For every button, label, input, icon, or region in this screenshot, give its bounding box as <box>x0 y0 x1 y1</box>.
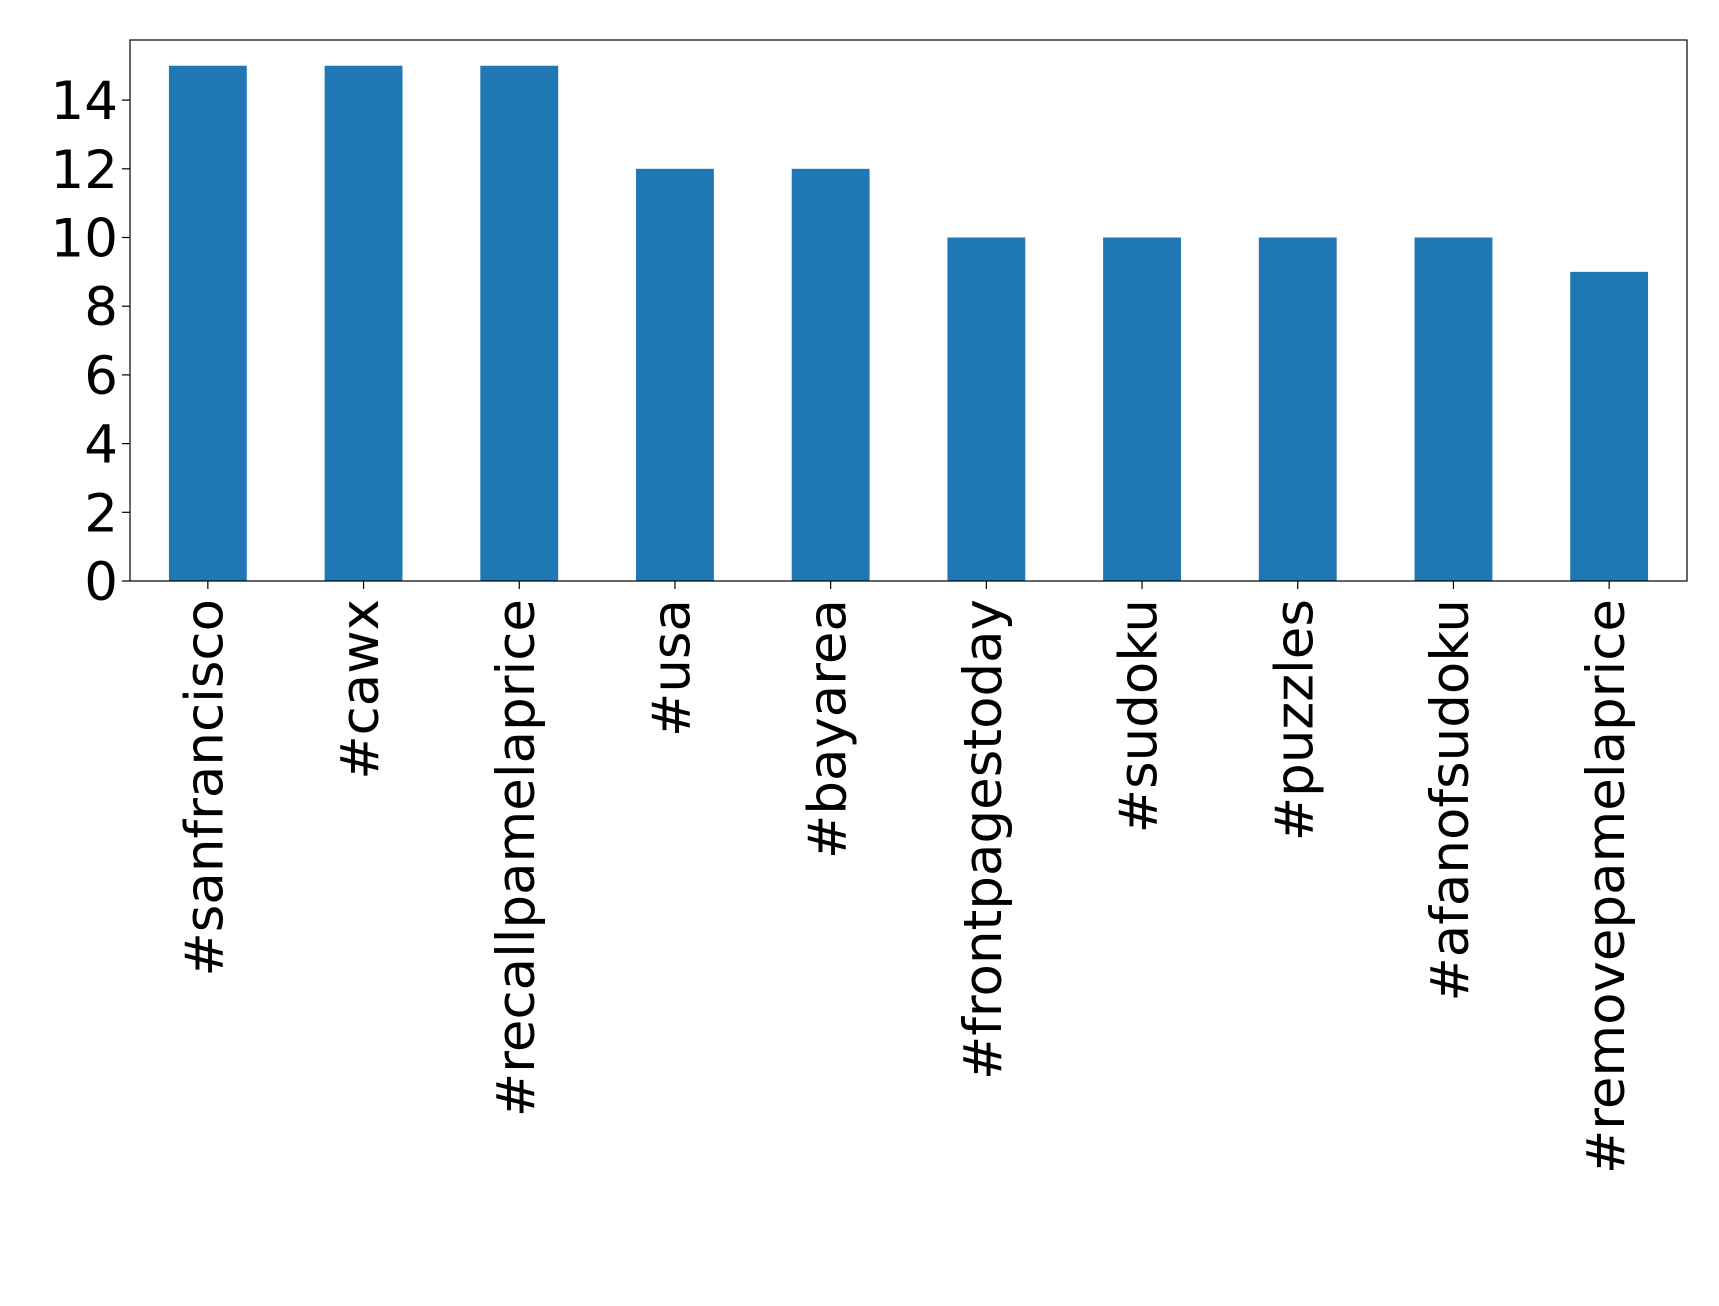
y-tick-label: 10 <box>51 209 118 270</box>
plot-frame <box>129 39 1688 582</box>
x-tick-label: #sanfrancisco <box>174 599 235 977</box>
bar <box>480 65 559 581</box>
x-tick-label: #removepamelaprice <box>1576 599 1637 1174</box>
bar <box>1414 237 1493 581</box>
bar <box>324 65 403 581</box>
bar <box>1570 271 1649 581</box>
bar <box>791 168 870 582</box>
x-tick-label: #recallpamelaprice <box>486 599 547 1117</box>
x-tick-label: #bayarea <box>797 599 858 859</box>
y-tick-label: 12 <box>51 140 118 201</box>
x-tick-label: #sudoku <box>1109 599 1170 833</box>
x-tick-label: #usa <box>642 599 703 737</box>
y-tick-label: 6 <box>84 346 118 407</box>
y-tick-label: 2 <box>84 483 118 544</box>
bar <box>636 168 714 582</box>
y-tick-label: 8 <box>84 277 118 338</box>
x-tick-label: #cawx <box>330 599 391 780</box>
x-tick-label: #puzzles <box>1264 599 1325 841</box>
bar <box>1258 237 1337 581</box>
y-tick-label: 4 <box>84 415 118 476</box>
y-tick-label: 14 <box>51 71 118 132</box>
bar <box>168 65 247 581</box>
bar <box>947 237 1026 581</box>
x-tick-label: #frontpagestoday <box>953 599 1014 1080</box>
y-tick-label: 0 <box>84 552 118 613</box>
x-tick-label: #afanofsudoku <box>1420 599 1481 1002</box>
bar <box>1103 237 1181 581</box>
